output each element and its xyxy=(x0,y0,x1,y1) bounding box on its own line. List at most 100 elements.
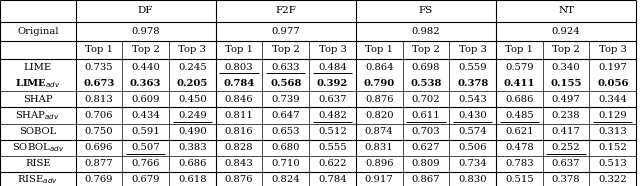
Text: 0.378: 0.378 xyxy=(552,175,580,184)
Text: 0.506: 0.506 xyxy=(458,143,487,152)
Text: Original: Original xyxy=(17,27,58,36)
Text: SHAP$_{adv}$: SHAP$_{adv}$ xyxy=(15,109,60,122)
Text: 0.611: 0.611 xyxy=(412,111,440,120)
Text: 0.568: 0.568 xyxy=(270,79,301,88)
Text: Top 1: Top 1 xyxy=(225,45,253,54)
Text: 0.809: 0.809 xyxy=(412,159,440,168)
Text: Top 2: Top 2 xyxy=(552,45,580,54)
Text: 0.843: 0.843 xyxy=(225,159,253,168)
Text: 0.739: 0.739 xyxy=(271,95,300,104)
Text: 0.621: 0.621 xyxy=(505,127,534,136)
Text: 0.790: 0.790 xyxy=(364,79,395,88)
Text: 0.710: 0.710 xyxy=(271,159,300,168)
Text: 0.543: 0.543 xyxy=(458,95,487,104)
Text: 0.482: 0.482 xyxy=(318,111,347,120)
Text: 0.831: 0.831 xyxy=(365,143,394,152)
Text: 0.252: 0.252 xyxy=(552,143,580,152)
Text: 0.485: 0.485 xyxy=(505,111,534,120)
Text: 0.647: 0.647 xyxy=(271,111,300,120)
Text: 0.440: 0.440 xyxy=(131,63,160,72)
Text: 0.735: 0.735 xyxy=(84,63,113,72)
Text: 0.555: 0.555 xyxy=(318,143,347,152)
Text: 0.924: 0.924 xyxy=(552,27,580,36)
Text: 0.867: 0.867 xyxy=(412,175,440,184)
Text: 0.653: 0.653 xyxy=(271,127,300,136)
Text: 0.155: 0.155 xyxy=(550,79,582,88)
Text: 0.784: 0.784 xyxy=(318,175,347,184)
Text: 0.811: 0.811 xyxy=(225,111,253,120)
Text: 0.411: 0.411 xyxy=(504,79,535,88)
Text: Top 1: Top 1 xyxy=(506,45,533,54)
Text: F2F: F2F xyxy=(275,7,296,15)
Text: Top 2: Top 2 xyxy=(132,45,159,54)
Text: 0.197: 0.197 xyxy=(598,63,627,72)
Text: 0.977: 0.977 xyxy=(271,27,300,36)
Text: 0.673: 0.673 xyxy=(83,79,115,88)
Text: 0.205: 0.205 xyxy=(177,79,208,88)
Text: 0.816: 0.816 xyxy=(225,127,253,136)
Text: 0.783: 0.783 xyxy=(505,159,534,168)
Text: 0.484: 0.484 xyxy=(318,63,347,72)
Text: 0.417: 0.417 xyxy=(552,127,580,136)
Text: 0.750: 0.750 xyxy=(84,127,113,136)
Text: Top 1: Top 1 xyxy=(365,45,393,54)
Text: FS: FS xyxy=(419,7,433,15)
Text: 0.679: 0.679 xyxy=(131,175,160,184)
Text: 0.434: 0.434 xyxy=(131,111,160,120)
Text: 0.876: 0.876 xyxy=(225,175,253,184)
Text: 0.830: 0.830 xyxy=(458,175,487,184)
Text: RISE$_{adv}$: RISE$_{adv}$ xyxy=(17,173,58,186)
Text: 0.591: 0.591 xyxy=(131,127,160,136)
Text: 0.637: 0.637 xyxy=(552,159,580,168)
Text: 0.478: 0.478 xyxy=(505,143,534,152)
Text: 0.313: 0.313 xyxy=(598,127,627,136)
Text: Top 2: Top 2 xyxy=(412,45,440,54)
Text: Top 1: Top 1 xyxy=(85,45,113,54)
Text: 0.917: 0.917 xyxy=(365,175,394,184)
Text: Top 3: Top 3 xyxy=(599,45,627,54)
Text: DF: DF xyxy=(138,7,154,15)
Text: Top 2: Top 2 xyxy=(272,45,300,54)
Text: 0.702: 0.702 xyxy=(412,95,440,104)
Text: 0.734: 0.734 xyxy=(458,159,487,168)
Text: 0.378: 0.378 xyxy=(457,79,488,88)
Text: 0.824: 0.824 xyxy=(271,175,300,184)
Text: 0.344: 0.344 xyxy=(598,95,627,104)
Text: 0.686: 0.686 xyxy=(178,159,207,168)
Text: 0.430: 0.430 xyxy=(458,111,487,120)
Text: NT: NT xyxy=(558,7,574,15)
Text: SOBOL$_{adv}$: SOBOL$_{adv}$ xyxy=(12,141,64,154)
Text: 0.579: 0.579 xyxy=(505,63,534,72)
Text: 0.559: 0.559 xyxy=(458,63,487,72)
Text: 0.846: 0.846 xyxy=(225,95,253,104)
Text: 0.238: 0.238 xyxy=(552,111,580,120)
Text: 0.896: 0.896 xyxy=(365,159,394,168)
Text: 0.769: 0.769 xyxy=(84,175,113,184)
Text: 0.340: 0.340 xyxy=(552,63,580,72)
Text: 0.152: 0.152 xyxy=(598,143,627,152)
Text: 0.322: 0.322 xyxy=(598,175,627,184)
Text: 0.696: 0.696 xyxy=(84,143,113,152)
Text: 0.784: 0.784 xyxy=(223,79,255,88)
Text: 0.574: 0.574 xyxy=(458,127,487,136)
Text: 0.249: 0.249 xyxy=(178,111,207,120)
Text: 0.129: 0.129 xyxy=(598,111,627,120)
Text: 0.828: 0.828 xyxy=(225,143,253,152)
Text: 0.982: 0.982 xyxy=(412,27,440,36)
Text: 0.637: 0.637 xyxy=(318,95,347,104)
Text: LIME$_{adv}$: LIME$_{adv}$ xyxy=(15,77,61,90)
Text: 0.450: 0.450 xyxy=(178,95,207,104)
Text: 0.627: 0.627 xyxy=(412,143,440,152)
Text: 0.874: 0.874 xyxy=(365,127,394,136)
Text: 0.512: 0.512 xyxy=(318,127,347,136)
Text: 0.820: 0.820 xyxy=(365,111,394,120)
Text: Top 3: Top 3 xyxy=(459,45,486,54)
Text: 0.686: 0.686 xyxy=(505,95,534,104)
Text: 0.497: 0.497 xyxy=(552,95,580,104)
Text: 0.383: 0.383 xyxy=(178,143,207,152)
Text: 0.803: 0.803 xyxy=(225,63,253,72)
Text: 0.813: 0.813 xyxy=(84,95,113,104)
Text: SHAP: SHAP xyxy=(23,95,52,104)
Text: 0.513: 0.513 xyxy=(598,159,627,168)
Text: 0.392: 0.392 xyxy=(317,79,348,88)
